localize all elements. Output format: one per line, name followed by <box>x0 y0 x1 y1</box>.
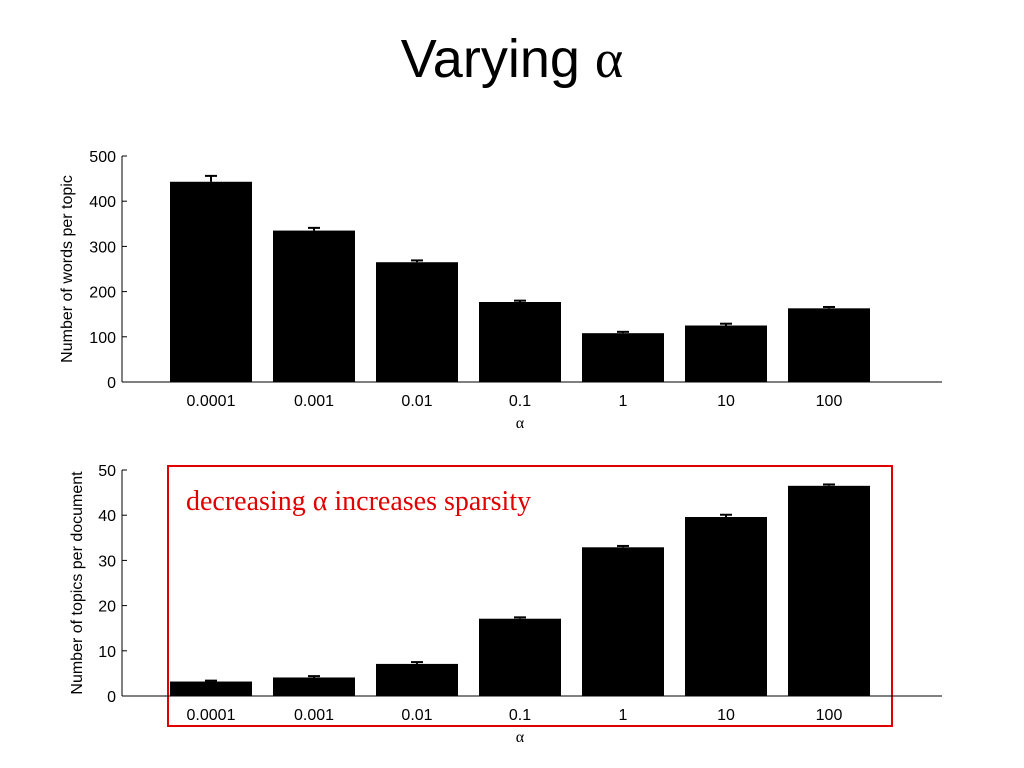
error-bar <box>308 226 320 231</box>
annotation-box <box>167 465 893 727</box>
bar <box>582 547 664 696</box>
y-tick-label: 400 <box>89 194 116 211</box>
error-bar <box>720 513 732 518</box>
x-tick-label: 10 <box>717 707 735 724</box>
bar <box>273 677 355 696</box>
chart-words-per-topic: 0.0001 0.001 0.01 0.1 1 10 100 0 100 200 300 400 500… <box>59 149 942 432</box>
bar <box>170 181 252 382</box>
y-tick-label: 100 <box>89 330 116 347</box>
slide-title-symbol: α <box>594 29 624 89</box>
bar <box>788 308 870 382</box>
bar <box>479 301 561 382</box>
slide-title-text: Varying <box>400 29 580 89</box>
y-tick-label: 20 <box>98 599 116 616</box>
y-tick-label: 0 <box>107 689 116 706</box>
y-tick-label: 0 <box>107 375 116 392</box>
chart-topics-per-document: 0.0001 0.001 0.01 0.1 1 10 100 0 10 20 30 40 50 Numbe… <box>69 463 942 746</box>
y-tick-label: 10 <box>98 644 116 661</box>
error-bar <box>617 330 629 334</box>
y-tick-label: 500 <box>89 149 116 166</box>
slide-title: Varying α <box>0 32 1024 86</box>
error-bar <box>514 616 526 619</box>
bar <box>376 663 458 696</box>
error-bar <box>205 679 217 682</box>
bar <box>376 262 458 382</box>
bar <box>788 485 870 696</box>
y-tick-label: 300 <box>89 239 116 256</box>
y-tick-label: 200 <box>89 285 116 302</box>
bar <box>479 618 561 696</box>
x-axis-label: α <box>516 729 525 746</box>
x-tick-label: 0.01 <box>401 393 432 410</box>
error-bar <box>617 544 629 548</box>
error-bar <box>308 675 320 678</box>
y-tick-label: 30 <box>98 553 116 570</box>
x-tick-label: 100 <box>816 393 843 410</box>
error-bar <box>823 483 835 486</box>
y-axis-label: Number of words per topic <box>59 175 76 363</box>
error-bar <box>720 322 732 326</box>
error-bar <box>411 259 423 263</box>
error-bar <box>514 299 526 302</box>
x-tick-label: 1 <box>619 393 628 410</box>
bar <box>582 333 664 382</box>
x-tick-label: 0.0001 <box>187 393 236 410</box>
y-axis-label: Number of topics per document <box>69 471 86 695</box>
x-tick-label: 0.1 <box>509 707 531 724</box>
annotation-text: decreasing α increases sparsity <box>186 486 531 517</box>
y-tick-label: 40 <box>98 508 116 525</box>
x-tick-label: 0.001 <box>294 707 334 724</box>
bar <box>170 681 252 696</box>
x-tick-label: 0.001 <box>294 393 334 410</box>
bar <box>685 517 767 696</box>
x-axis-label: α <box>516 415 525 432</box>
error-bar <box>205 174 217 182</box>
bar <box>273 230 355 382</box>
error-bar <box>411 661 423 664</box>
bar <box>685 325 767 382</box>
error-bar <box>823 305 835 309</box>
x-tick-label: 100 <box>816 707 843 724</box>
x-tick-label: 0.0001 <box>187 707 236 724</box>
x-tick-label: 1 <box>619 707 628 724</box>
x-tick-label: 10 <box>717 393 735 410</box>
x-tick-label: 0.01 <box>401 707 432 724</box>
y-tick-label: 50 <box>98 463 116 480</box>
x-tick-label: 0.1 <box>509 393 531 410</box>
